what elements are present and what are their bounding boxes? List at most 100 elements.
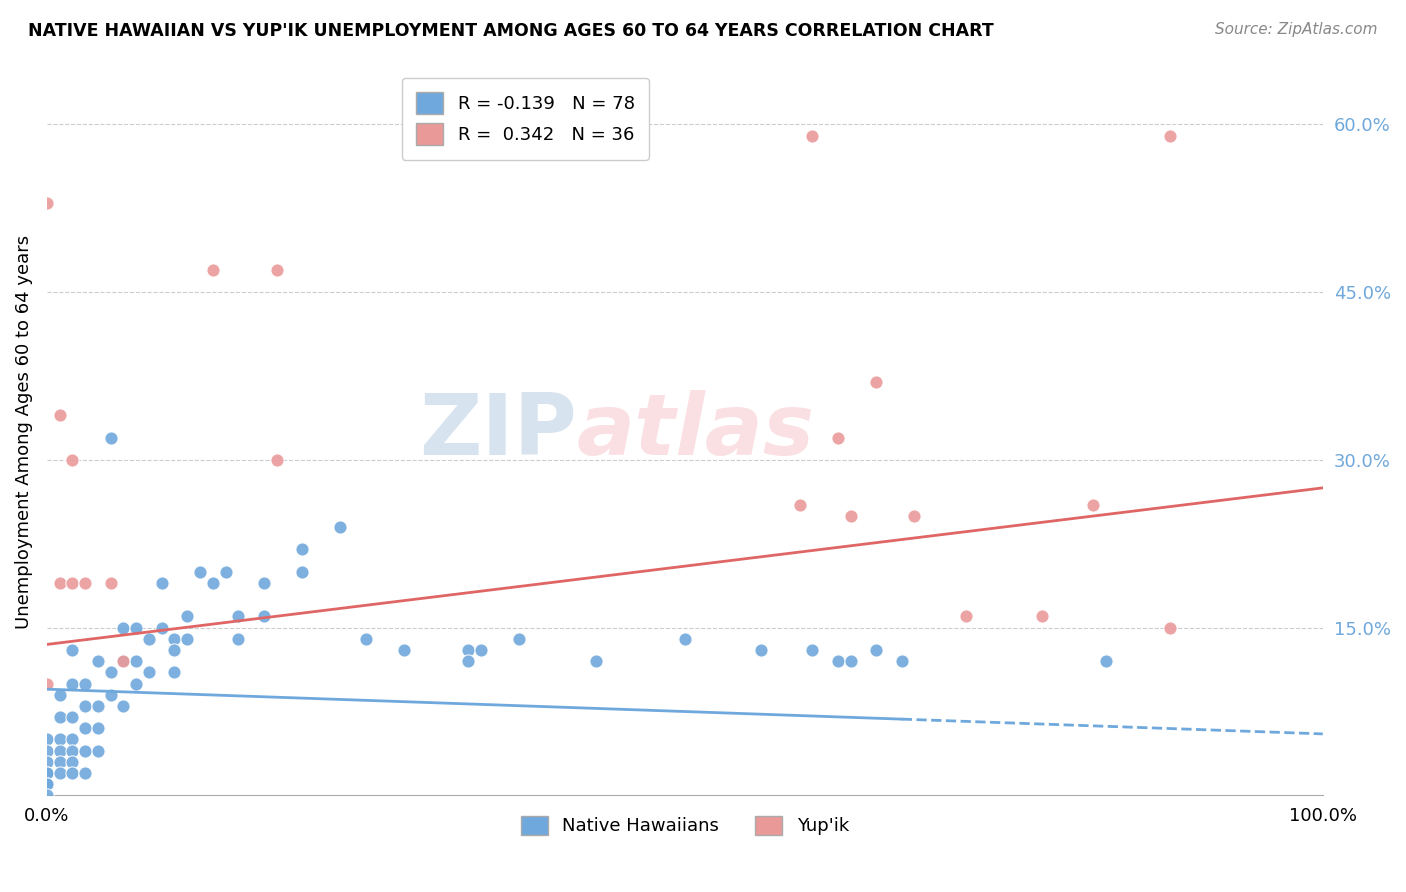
Point — [48, 766, 70, 780]
Point — [35, 766, 58, 780]
Point — [673, 632, 696, 646]
Point — [839, 508, 862, 523]
Point — [100, 431, 122, 445]
Point — [150, 576, 173, 591]
Point — [163, 632, 186, 646]
Point — [266, 262, 288, 277]
Point — [35, 766, 58, 780]
Point — [266, 453, 288, 467]
Point — [60, 453, 83, 467]
Point — [470, 643, 492, 657]
Point — [75, 576, 97, 591]
Point — [801, 128, 824, 143]
Point — [125, 654, 148, 668]
Y-axis label: Unemployment Among Ages 60 to 64 years: Unemployment Among Ages 60 to 64 years — [15, 235, 32, 629]
Point — [457, 654, 479, 668]
Point — [226, 632, 249, 646]
Text: NATIVE HAWAIIAN VS YUP'IK UNEMPLOYMENT AMONG AGES 60 TO 64 YEARS CORRELATION CHA: NATIVE HAWAIIAN VS YUP'IK UNEMPLOYMENT A… — [28, 22, 994, 40]
Point — [138, 665, 160, 680]
Point — [48, 576, 70, 591]
Point — [60, 676, 83, 690]
Point — [60, 744, 83, 758]
Point — [163, 665, 186, 680]
Point — [150, 621, 173, 635]
Point — [75, 766, 97, 780]
Point — [125, 676, 148, 690]
Point — [291, 565, 314, 579]
Point — [201, 576, 224, 591]
Point — [100, 688, 122, 702]
Point — [60, 643, 83, 657]
Point — [100, 665, 122, 680]
Point — [1095, 654, 1118, 668]
Point — [75, 676, 97, 690]
Point — [585, 654, 607, 668]
Point — [188, 565, 211, 579]
Point — [87, 654, 110, 668]
Point — [48, 710, 70, 724]
Point — [176, 632, 198, 646]
Point — [60, 732, 83, 747]
Point — [48, 755, 70, 769]
Point — [1031, 609, 1053, 624]
Point — [903, 508, 925, 523]
Point — [48, 744, 70, 758]
Point — [457, 643, 479, 657]
Point — [827, 431, 849, 445]
Point — [35, 676, 58, 690]
Point — [865, 375, 887, 389]
Point — [35, 732, 58, 747]
Point — [176, 609, 198, 624]
Point — [890, 654, 912, 668]
Point — [48, 408, 70, 422]
Point — [789, 498, 811, 512]
Point — [35, 744, 58, 758]
Point — [253, 609, 276, 624]
Point — [75, 744, 97, 758]
Point — [87, 744, 110, 758]
Point — [75, 698, 97, 713]
Point — [35, 777, 58, 791]
Point — [214, 565, 236, 579]
Point — [87, 698, 110, 713]
Text: atlas: atlas — [576, 391, 814, 474]
Point — [827, 654, 849, 668]
Point — [865, 643, 887, 657]
Point — [839, 654, 862, 668]
Point — [35, 777, 58, 791]
Point — [125, 621, 148, 635]
Point — [35, 755, 58, 769]
Point — [75, 721, 97, 735]
Point — [1159, 621, 1181, 635]
Point — [253, 576, 276, 591]
Point — [60, 710, 83, 724]
Point — [801, 643, 824, 657]
Text: ZIP: ZIP — [419, 391, 576, 474]
Point — [87, 721, 110, 735]
Point — [60, 766, 83, 780]
Point — [112, 698, 135, 713]
Point — [508, 632, 530, 646]
Point — [112, 621, 135, 635]
Point — [35, 195, 58, 210]
Point — [48, 688, 70, 702]
Point — [48, 732, 70, 747]
Point — [291, 542, 314, 557]
Point — [60, 576, 83, 591]
Text: Source: ZipAtlas.com: Source: ZipAtlas.com — [1215, 22, 1378, 37]
Point — [1081, 498, 1104, 512]
Point — [112, 654, 135, 668]
Point — [226, 609, 249, 624]
Point — [955, 609, 977, 624]
Point — [1159, 128, 1181, 143]
Point — [329, 520, 352, 534]
Point — [100, 576, 122, 591]
Point — [163, 643, 186, 657]
Point — [751, 643, 773, 657]
Point — [112, 654, 135, 668]
Point — [201, 262, 224, 277]
Legend: Native Hawaiians, Yup'ik: Native Hawaiians, Yup'ik — [512, 807, 858, 845]
Point — [60, 755, 83, 769]
Point — [354, 632, 377, 646]
Point — [392, 643, 415, 657]
